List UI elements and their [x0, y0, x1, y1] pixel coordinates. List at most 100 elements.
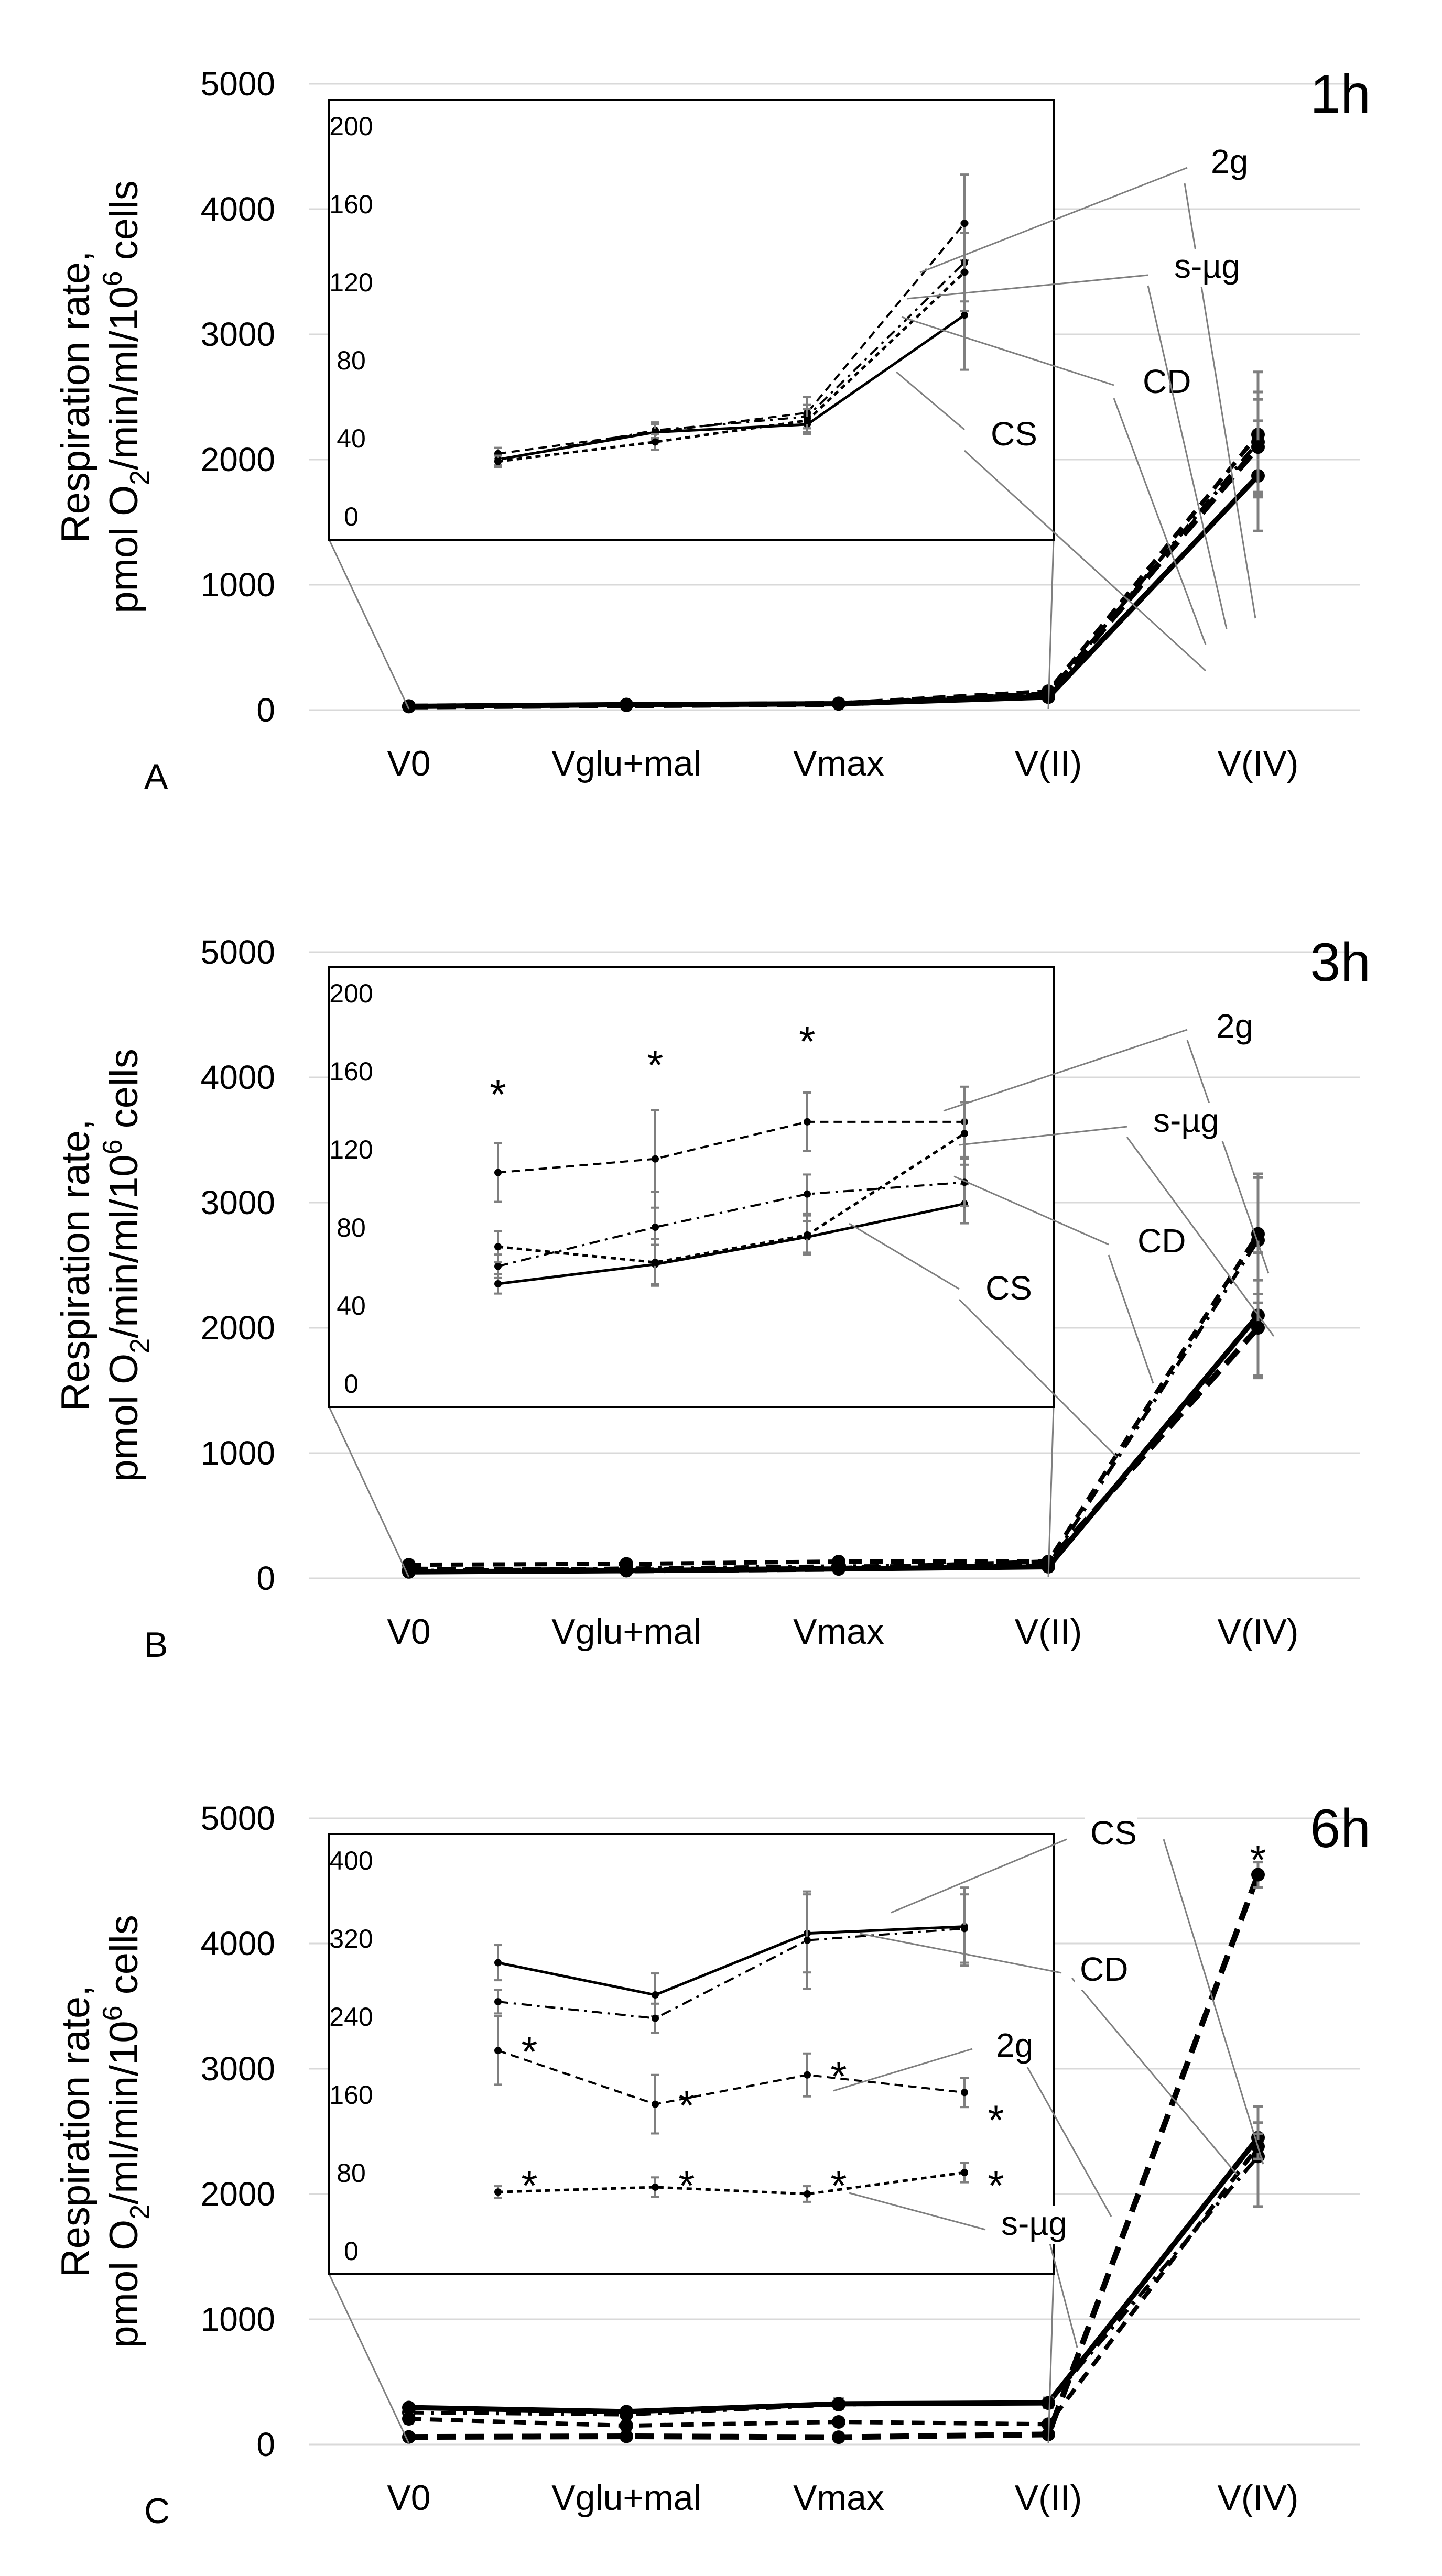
- y-label-sup: 6: [97, 1139, 128, 1154]
- data-point: [832, 2430, 845, 2444]
- series-label-CS: CS: [1090, 1814, 1137, 1852]
- x-tick-label: Vmax: [793, 744, 884, 783]
- inset-data-point: [961, 220, 968, 227]
- series-label-CS: CS: [985, 1269, 1032, 1307]
- label-leader-main: [1164, 1839, 1263, 2164]
- inset-data-point: [961, 311, 968, 319]
- inset-y-tick-label: 80: [337, 346, 366, 375]
- y-tick-label: 2000: [201, 2175, 275, 2213]
- inset-data-point: [804, 2190, 811, 2198]
- y-label-sub: 2: [125, 470, 155, 485]
- inset-y-tick-label: 40: [337, 424, 366, 453]
- y-axis-label: Respiration rate,pmol O2/ml/min/106 cell…: [53, 1915, 155, 2348]
- y-label-text: /min/ml/10: [102, 286, 146, 470]
- series-label-2g: 2g: [1211, 143, 1248, 180]
- inset-y-tick-label: 160: [329, 2080, 373, 2110]
- series-label-2g: 2g: [996, 2026, 1033, 2064]
- inset-data-point: [652, 1991, 659, 1999]
- x-tick-label: V(II): [1015, 2478, 1082, 2518]
- inset-y-tick-label: 200: [329, 112, 373, 141]
- inset-data-point: [961, 1925, 968, 1932]
- inset-chart: 080160240320400***** * * *: [329, 1834, 1054, 2274]
- inset-y-tick-label: 120: [329, 1135, 373, 1164]
- inset-y-tick-label: 40: [337, 1291, 366, 1320]
- inset-y-tick-label: 400: [329, 1846, 373, 1875]
- y-tick-label: 0: [256, 2426, 275, 2463]
- significance-asterisk: *: [1250, 1837, 1266, 1883]
- x-tick-label: V(II): [1015, 744, 1082, 783]
- x-tick-label: V(II): [1015, 1612, 1082, 1652]
- y-axis-label-line1: Respiration rate,: [53, 1119, 98, 1412]
- inset-data-point: [652, 2101, 659, 2108]
- y-axis-label: Respiration rate,pmol O2/min/ml/106 cell…: [53, 180, 155, 614]
- inset-data-point: [652, 1155, 659, 1163]
- inset-data-point: [804, 417, 811, 424]
- series-label-s-µg: s-µg: [1174, 247, 1240, 285]
- y-label-sub: 2: [125, 2204, 155, 2220]
- chart-panel-A: 010002000300040005000V0 Vglu+mal Vmax V(II)…: [53, 64, 1371, 796]
- y-label-text: /min/ml/10: [102, 1154, 146, 1338]
- inset-y-tick-label: 0: [344, 502, 359, 531]
- inset-y-tick-label: 160: [329, 1057, 373, 1086]
- y-tick-label: 1000: [201, 2300, 275, 2338]
- y-label-text: pmol O: [102, 1354, 146, 1482]
- inset-data-point: [961, 2089, 968, 2096]
- panel-label: C: [144, 2491, 170, 2531]
- inset-y-tick-label: 320: [329, 1924, 373, 1953]
- inset-frame: [329, 967, 1054, 1407]
- y-axis-label-line1: Respiration rate,: [53, 251, 98, 543]
- inset-y-tick-label: 200: [329, 979, 373, 1008]
- data-point: [1251, 440, 1265, 454]
- label-leader-main: [1109, 1255, 1153, 1383]
- inset-chart: 04080120160200***: [329, 967, 1054, 1407]
- x-tick-label: Vglu+mal: [551, 2478, 701, 2518]
- x-tick-label: V(IV): [1218, 2478, 1299, 2518]
- inset-frame: [329, 100, 1054, 540]
- time-label: 6h: [1310, 1798, 1371, 1859]
- data-point: [832, 2398, 845, 2411]
- data-point: [402, 2412, 416, 2426]
- inset-data-point: [494, 2188, 502, 2196]
- y-label-text: cells: [102, 180, 146, 271]
- data-point: [832, 2415, 845, 2429]
- inset-data-point: [494, 2047, 502, 2054]
- x-tick-label: V(IV): [1218, 1612, 1299, 1652]
- x-tick-label: Vglu+mal: [551, 1612, 701, 1652]
- y-axis-label-line1: Respiration rate,: [53, 1985, 98, 2278]
- x-tick-label: V(IV): [1218, 744, 1299, 783]
- x-tick-label: V0: [387, 1612, 430, 1652]
- data-point: [1251, 1321, 1265, 1335]
- data-point: [402, 1563, 416, 1576]
- data-point: [1042, 2396, 1055, 2410]
- series-label-CD: CD: [1080, 1950, 1128, 1988]
- inset-data-point: [494, 1169, 502, 1176]
- y-tick-label: 2000: [201, 1309, 275, 1347]
- series-label-s-µg: s-µg: [1001, 2204, 1067, 2242]
- inset-y-tick-label: 160: [329, 190, 373, 219]
- inset-y-tick-label: 240: [329, 2002, 373, 2032]
- inset-data-point: [494, 1243, 502, 1250]
- significance-asterisk: *: [647, 1042, 663, 1088]
- x-tick-label: Vmax: [793, 2478, 884, 2518]
- y-tick-label: 2000: [201, 441, 275, 478]
- y-label-sub: 2: [125, 1338, 155, 1354]
- y-tick-label: 4000: [201, 190, 275, 228]
- panel-label: B: [144, 1625, 168, 1665]
- x-tick-label: Vglu+mal: [551, 744, 701, 783]
- x-tick-label: V0: [387, 744, 430, 783]
- y-tick-label: 5000: [201, 65, 275, 103]
- label-leader-main: [1187, 1040, 1268, 1273]
- y-label-text: pmol O: [102, 2220, 146, 2348]
- inset-data-point: [652, 438, 659, 445]
- y-axis-label-line2: pmol O2/min/ml/106 cells: [97, 180, 155, 614]
- inset-data-point: [804, 1191, 811, 1198]
- inset-data-point: [652, 1259, 659, 1266]
- y-tick-label: 3000: [201, 2050, 275, 2088]
- inset-y-tick-label: 80: [337, 1213, 366, 1242]
- inset-data-point: [804, 1937, 811, 1944]
- significance-asterisk: *: [490, 1071, 506, 1118]
- y-tick-label: 4000: [201, 1925, 275, 1962]
- inset-chart: 0 40 80 120 160 200: [329, 100, 1054, 540]
- data-point: [832, 1562, 845, 1576]
- inset-data-point: [652, 2015, 659, 2022]
